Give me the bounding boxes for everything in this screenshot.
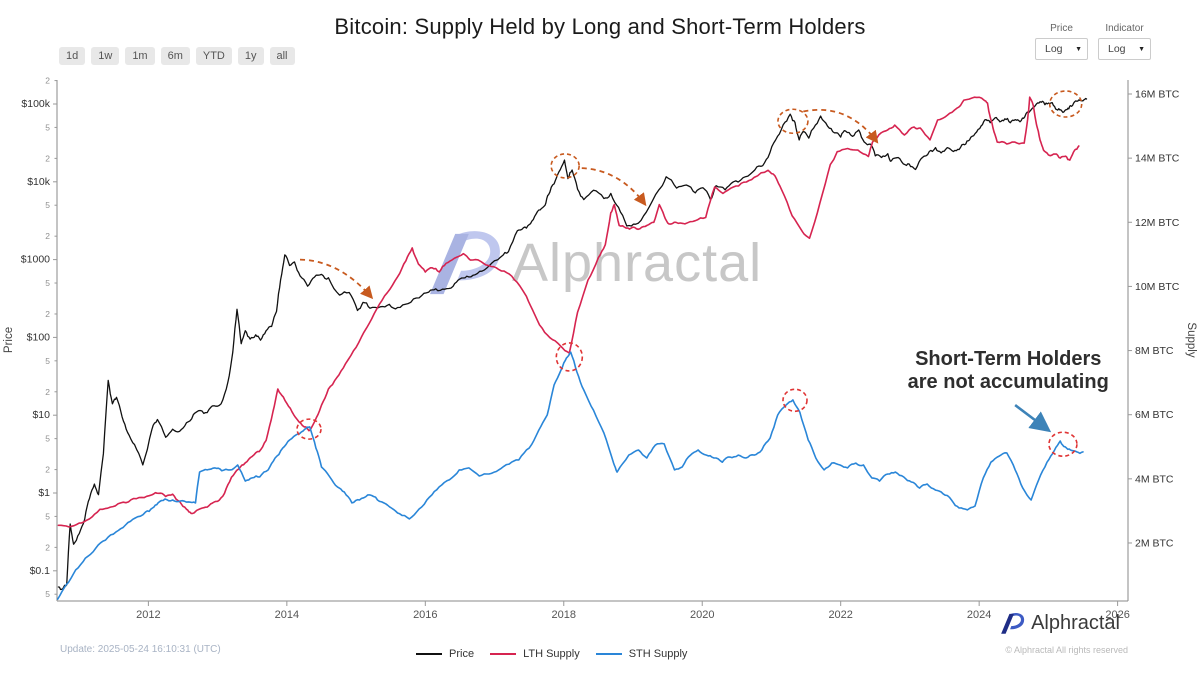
- price-select-value: Log: [1045, 43, 1063, 55]
- legend-item-price[interactable]: Price: [416, 648, 474, 660]
- axis-tick-label: 10M BTC: [1135, 281, 1180, 293]
- price-line: [57, 97, 1088, 591]
- axis-tick-label: 12M BTC: [1135, 217, 1180, 229]
- axis-tick-label: 2022: [828, 609, 852, 621]
- axis-tick-label: 2: [45, 387, 50, 397]
- dashed-arrow-annotation: [581, 167, 647, 207]
- axis-tick-label: $10: [32, 409, 50, 421]
- axis-tick-label: 5: [45, 122, 50, 132]
- dashed-circle-annotation: [782, 388, 808, 413]
- axis-tick-label: $1: [38, 487, 50, 499]
- legend-swatch: [416, 653, 442, 655]
- dashed-arrow-annotation: [803, 108, 879, 144]
- axis-tick-label: 5: [45, 511, 50, 521]
- axis-tick-label: 2: [45, 76, 50, 86]
- axis-tick-label: 6M BTC: [1135, 409, 1174, 421]
- indicator-select-label: Indicator: [1105, 23, 1144, 34]
- indicator-select-value: Log: [1108, 43, 1126, 55]
- axis-tick-label: $10k: [27, 176, 51, 188]
- timeframe-button-1m[interactable]: 1m: [125, 47, 155, 65]
- chevron-down-icon: ▼: [1138, 45, 1145, 53]
- timeframe-button-all[interactable]: all: [269, 47, 295, 65]
- axis-tick-label: $100: [27, 331, 51, 343]
- dashed-circle-annotation: [1048, 90, 1083, 118]
- right-axis-title: Supply: [1185, 322, 1197, 357]
- dashed-circle-annotation: [296, 418, 322, 440]
- lth-supply-line: [57, 96, 1080, 528]
- brand-footer: Alphractal: [999, 612, 1120, 635]
- timeframe-button-ytd[interactable]: YTD: [195, 47, 232, 65]
- axis-tick-label: 2: [45, 465, 50, 475]
- axis-tick-label: 2: [45, 231, 50, 241]
- axis-tick-label: $100k: [21, 98, 50, 110]
- axis-tick-label: 2020: [690, 609, 714, 621]
- copyright-text: © Alphractal All rights reserved: [1005, 645, 1128, 655]
- axis-tick-label: 2: [45, 309, 50, 319]
- left-axis-title: Price: [3, 327, 15, 353]
- brand-name: Alphractal: [1031, 612, 1120, 634]
- axis-tick-label: 2018: [552, 609, 576, 621]
- axis-tick-label: $0.1: [30, 565, 51, 577]
- legend-item-lth-supply[interactable]: LTH Supply: [490, 648, 580, 660]
- alphractal-logo-icon: [999, 612, 1025, 635]
- axis-tick-label: 4M BTC: [1135, 473, 1174, 485]
- annotation-pointer-arrow: [1014, 404, 1052, 433]
- timeframe-button-1d[interactable]: 1d: [59, 47, 86, 65]
- update-timestamp: Update: 2025-05-24 16:10:31 (UTC): [60, 644, 221, 655]
- axis-tick-label: 5: [45, 589, 50, 599]
- dashed-arrow-annotation: [299, 258, 374, 300]
- timeframe-button-1y[interactable]: 1y: [237, 47, 264, 65]
- axis-tick-label: 2014: [275, 609, 299, 621]
- indicator-select[interactable]: Log ▼: [1098, 38, 1151, 60]
- axis-tick-label: 5: [45, 356, 50, 366]
- legend-label: LTH Supply: [523, 648, 580, 660]
- chevron-down-icon: ▼: [1075, 45, 1082, 53]
- legend-item-sth-supply[interactable]: STH Supply: [595, 648, 688, 660]
- page-title: Bitcoin: Supply Held by Long and Short-T…: [334, 14, 866, 39]
- axis-tick-label: 2026: [1105, 609, 1129, 621]
- axis-tick-label: 2: [45, 542, 50, 552]
- timeframe-button-1w[interactable]: 1w: [91, 47, 120, 65]
- legend-swatch: [490, 653, 517, 655]
- timeframe-button-6m[interactable]: 6m: [160, 47, 190, 65]
- legend-swatch: [595, 653, 622, 655]
- axis-tick-label: 5: [45, 200, 50, 210]
- timeframe-button-group: 1d 1w 1m 6m YTD 1y all: [59, 47, 295, 65]
- annotation-text: Short-Term Holders are not accumulating: [908, 348, 1109, 393]
- axis-tick-label: 5: [45, 434, 50, 444]
- axis-tick-label: 2016: [413, 609, 437, 621]
- dashed-circle-annotation: [555, 342, 584, 372]
- indicator-scale-control: Indicator Log ▼: [1098, 23, 1151, 60]
- axis-tick-label: 8M BTC: [1135, 345, 1174, 357]
- price-scale-control: Price Log ▼: [1035, 23, 1088, 60]
- dashed-circle-annotation: [777, 108, 809, 135]
- price-select[interactable]: Log ▼: [1035, 38, 1088, 60]
- dashed-circle-annotation: [1048, 431, 1078, 458]
- sth-supply-line: [56, 351, 1084, 600]
- axis-tick-label: $1000: [21, 254, 50, 266]
- axis-tick-label: 2: [45, 153, 50, 163]
- axis-tick-label: 14M BTC: [1135, 153, 1180, 165]
- axis-tick-label: 16M BTC: [1135, 89, 1180, 101]
- price-select-label: Price: [1050, 23, 1073, 34]
- axis-tick-label: 2024: [967, 609, 991, 621]
- legend-label: Price: [449, 648, 475, 660]
- legend-label: STH Supply: [628, 648, 688, 660]
- dashed-circle-annotation: [550, 153, 580, 179]
- axis-tick-label: 2012: [136, 609, 160, 621]
- chart-legend: Price LTH Supply STH Supply: [416, 648, 687, 660]
- axis-tick-label: 2M BTC: [1135, 537, 1174, 549]
- axis-tick-label: 5: [45, 278, 50, 288]
